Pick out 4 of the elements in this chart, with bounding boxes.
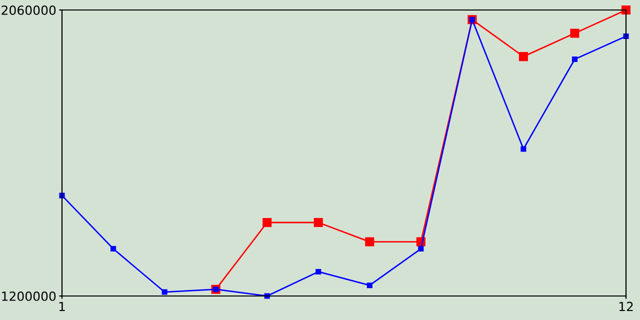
y-tick-label: 1200000	[2, 291, 56, 301]
x-tick-label: 1	[59, 302, 65, 312]
y-tick-label: 2060000	[2, 5, 56, 15]
x-tick-label: 12	[619, 302, 633, 312]
